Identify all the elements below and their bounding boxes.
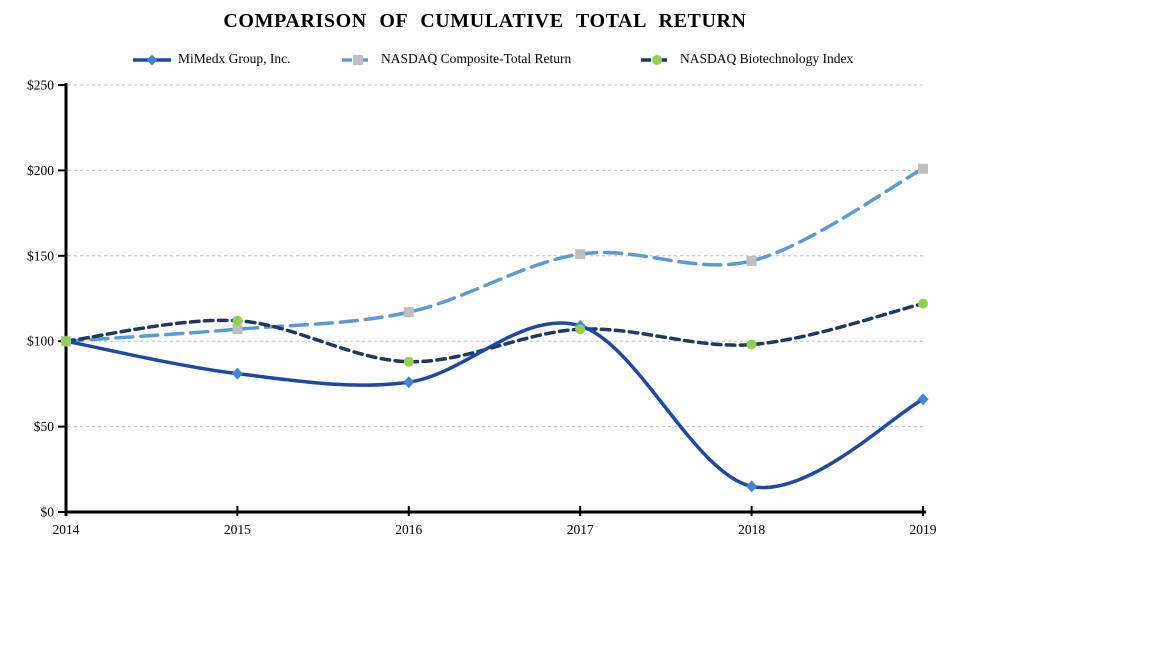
x-axis-label: 2017 [567, 522, 594, 537]
y-axis-label: $250 [27, 78, 54, 93]
data-point-marker-2 [575, 324, 586, 335]
data-point-marker-2 [918, 298, 928, 309]
data-point-marker-0 [746, 480, 758, 493]
series-line-0 [64, 321, 925, 490]
y-axis-label: $0 [41, 505, 55, 520]
x-axis-label: 2014 [53, 522, 80, 537]
data-point-marker-1 [232, 324, 243, 335]
data-point-marker-2 [746, 339, 757, 350]
y-axis-label: $150 [27, 248, 54, 263]
chart-title: COMPARISON OF CUMULATIVE TOTAL RETURN [223, 10, 747, 32]
series-line-2 [64, 301, 925, 364]
data-point-marker-1 [746, 255, 757, 266]
x-axis-label: 2015 [224, 522, 251, 537]
data-point-marker-0 [403, 376, 415, 389]
data-point-marker-1 [918, 163, 928, 174]
data-point-marker-0 [231, 367, 243, 380]
data-point-marker-1 [575, 249, 586, 260]
y-axis-label: $100 [27, 334, 54, 349]
series-line-1 [64, 166, 925, 343]
y-axis-label: $200 [27, 163, 54, 178]
data-point-marker-2 [61, 336, 71, 347]
data-point-marker-2 [403, 356, 414, 367]
x-axis-label: 2018 [738, 522, 765, 537]
x-axis-label: 2019 [910, 522, 937, 537]
y-axis-label: $50 [34, 419, 55, 434]
data-point-marker-0 [917, 393, 929, 406]
data-point-marker-2 [232, 315, 243, 326]
x-axis-label: 2016 [395, 522, 422, 537]
data-point-marker-1 [403, 307, 414, 318]
